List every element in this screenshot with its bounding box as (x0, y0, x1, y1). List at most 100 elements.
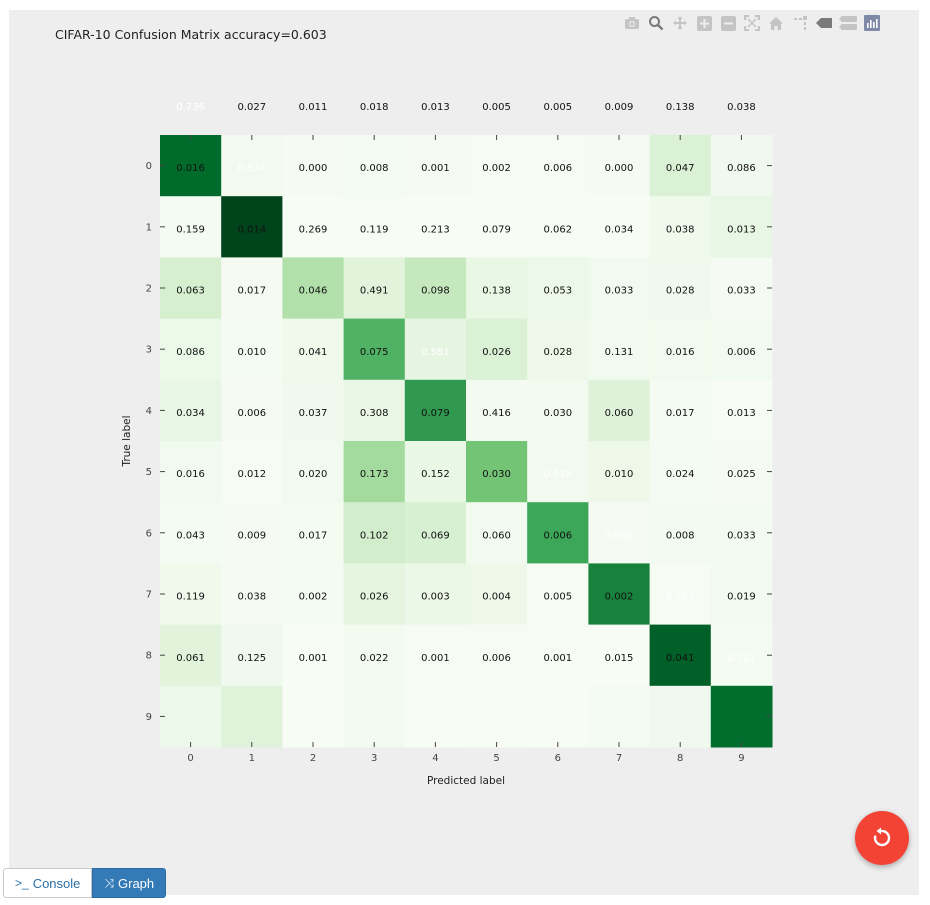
heatmap-cell-4-8[interactable] (649, 379, 712, 442)
heatmap-cell-5-5[interactable] (466, 441, 528, 503)
hover-closest-icon[interactable] (814, 14, 834, 32)
heatmap-cell-5-3[interactable] (343, 441, 406, 503)
heatmap-cell-7-7[interactable] (588, 563, 651, 626)
heatmap-cell-8-6[interactable] (527, 624, 589, 687)
heatmap-cell-9-9[interactable] (710, 685, 773, 748)
heatmap-cell-2-8[interactable] (649, 257, 712, 320)
heatmap-cell-0-8[interactable] (649, 135, 712, 197)
heatmap-cell-5-2[interactable] (282, 441, 345, 503)
heatmap-cell-5-9[interactable] (710, 441, 773, 503)
heatmap-cell-7-6[interactable] (527, 563, 589, 626)
heatmap-cell-4-4[interactable] (404, 379, 467, 442)
heatmap-cell-1-4[interactable] (404, 196, 467, 258)
heatmap-cell-4-6[interactable] (527, 379, 589, 442)
heatmap-cell-3-9[interactable] (710, 318, 773, 381)
heatmap-cell-6-5[interactable] (466, 502, 528, 564)
heatmap-cell-4-0[interactable] (160, 379, 222, 442)
heatmap-cell-1-3[interactable] (343, 196, 406, 258)
heatmap-cell-7-1[interactable] (221, 563, 283, 626)
heatmap-cell-1-6[interactable] (527, 196, 589, 258)
heatmap-cell-1-2[interactable] (282, 196, 345, 258)
heatmap-cell-8-1[interactable] (221, 624, 283, 687)
heatmap-cell-5-0[interactable] (160, 441, 222, 503)
heatmap-cell-8-8[interactable] (649, 624, 712, 687)
heatmap-cell-3-2[interactable] (282, 318, 345, 381)
reset-button[interactable] (855, 811, 909, 865)
heatmap-cell-8-7[interactable] (588, 624, 651, 687)
heatmap-cell-5-6[interactable] (527, 441, 589, 503)
pan-icon[interactable] (670, 14, 690, 32)
heatmap-cell-9-8[interactable] (649, 685, 712, 748)
heatmap-cell-1-1[interactable] (221, 196, 283, 258)
heatmap-cell-5-8[interactable] (649, 441, 712, 503)
heatmap-cell-0-9[interactable] (710, 135, 773, 197)
heatmap-cell-9-5[interactable] (466, 685, 528, 748)
heatmap-cell-0-7[interactable] (588, 135, 651, 197)
heatmap-cell-6-0[interactable] (160, 502, 222, 564)
heatmap-cell-7-3[interactable] (343, 563, 406, 626)
heatmap-cell-7-2[interactable] (282, 563, 345, 626)
heatmap-cell-2-2[interactable] (282, 257, 345, 320)
heatmap-cell-6-7[interactable] (588, 502, 651, 564)
heatmap-cell-8-0[interactable] (160, 624, 222, 687)
tab-console[interactable]: >_ Console (3, 868, 93, 898)
plotly-logo-icon[interactable] (862, 14, 882, 32)
heatmap-cell-6-4[interactable] (404, 502, 467, 564)
heatmap-cell-8-3[interactable] (343, 624, 406, 687)
heatmap-cell-8-4[interactable] (404, 624, 467, 687)
heatmap-cell-6-2[interactable] (282, 502, 345, 564)
heatmap-cell-4-5[interactable] (466, 379, 528, 442)
heatmap-cell-2-0[interactable] (160, 257, 222, 320)
heatmap-cell-5-7[interactable] (588, 441, 651, 503)
zoom-icon[interactable] (646, 14, 666, 32)
heatmap-cell-6-8[interactable] (649, 502, 712, 564)
heatmap-cell-3-8[interactable] (649, 318, 712, 381)
heatmap-cell-1-8[interactable] (649, 196, 712, 258)
heatmap-cell-2-9[interactable] (710, 257, 773, 320)
heatmap-cell-0-6[interactable] (527, 135, 589, 197)
heatmap-cell-2-1[interactable] (221, 257, 283, 320)
heatmap-cell-3-6[interactable] (527, 318, 589, 381)
heatmap-cell-1-5[interactable] (466, 196, 528, 258)
heatmap-cell-3-3[interactable] (343, 318, 406, 381)
heatmap-cell-4-1[interactable] (221, 379, 283, 442)
heatmap-cell-5-4[interactable] (404, 441, 467, 503)
hover-compare-icon[interactable] (838, 14, 858, 32)
heatmap-cell-3-4[interactable] (404, 318, 467, 381)
heatmap-cell-6-6[interactable] (527, 502, 589, 564)
heatmap-cell-7-5[interactable] (466, 563, 528, 626)
heatmap-cell-6-1[interactable] (221, 502, 283, 564)
heatmap-cell-2-4[interactable] (404, 257, 467, 320)
heatmap-cell-1-0[interactable] (160, 196, 222, 258)
home-icon[interactable] (766, 14, 786, 32)
heatmap-cell-0-0[interactable] (160, 135, 222, 197)
heatmap-cell-0-4[interactable] (404, 135, 467, 197)
heatmap-cell-2-6[interactable] (527, 257, 589, 320)
autoscale-icon[interactable] (742, 14, 762, 32)
heatmap-cell-7-9[interactable] (710, 563, 773, 626)
heatmap-cell-3-0[interactable] (160, 318, 222, 381)
heatmap-cell-6-9[interactable] (710, 502, 773, 564)
heatmap-cell-9-6[interactable] (527, 685, 589, 748)
heatmap-cell-0-1[interactable] (221, 135, 283, 197)
zoom-in-icon[interactable] (694, 14, 714, 32)
heatmap-cell-8-5[interactable] (466, 624, 528, 687)
heatmap-cell-9-7[interactable] (588, 685, 651, 748)
heatmap-cell-8-2[interactable] (282, 624, 345, 687)
heatmap-cell-6-3[interactable] (343, 502, 406, 564)
heatmap-cell-5-1[interactable] (221, 441, 283, 503)
heatmap-cell-7-0[interactable] (160, 563, 222, 626)
heatmap-cell-0-2[interactable] (282, 135, 345, 197)
heatmap-cell-3-5[interactable] (466, 318, 528, 381)
heatmap-cell-2-5[interactable] (466, 257, 528, 320)
heatmap-cell-8-9[interactable] (710, 624, 773, 687)
camera-icon[interactable] (622, 14, 642, 32)
heatmap-cell-9-0[interactable] (160, 685, 222, 748)
heatmap-cell-9-1[interactable] (221, 685, 283, 748)
heatmap-cell-3-7[interactable] (588, 318, 651, 381)
heatmap-cell-9-4[interactable] (404, 685, 467, 748)
heatmap-cell-4-9[interactable] (710, 379, 773, 442)
heatmap-cell-1-7[interactable] (588, 196, 651, 258)
heatmap-cell-0-3[interactable] (343, 135, 406, 197)
